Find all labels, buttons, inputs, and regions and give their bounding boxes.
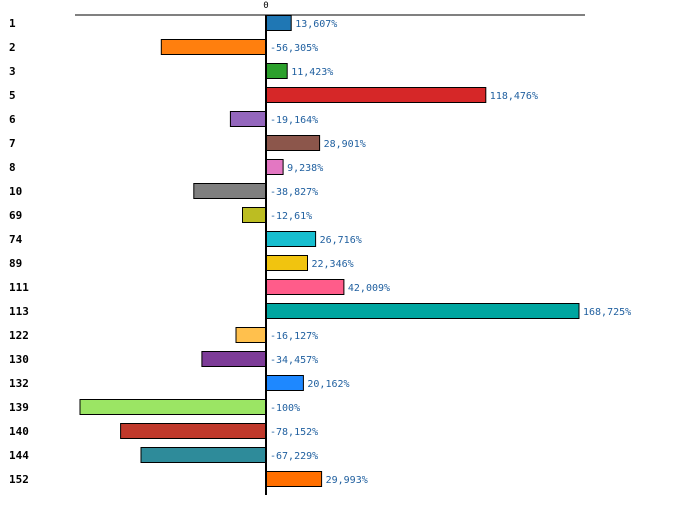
value-label: -78,152%: [270, 427, 318, 438]
bar: [160, 39, 267, 55]
value-label: -56,305%: [270, 43, 318, 54]
bar: [265, 15, 292, 31]
bar: [265, 303, 580, 319]
value-label: -38,827%: [270, 187, 318, 198]
bar: [265, 279, 345, 295]
bar: [229, 111, 267, 127]
value-label: 11,423%: [291, 67, 333, 78]
category-label: 113: [9, 305, 29, 318]
bar: [235, 327, 267, 343]
bars-group: 1 13,607% 2 -56,305% 3 11,423% 5 118,476% 6 -19,1…: [9, 15, 631, 487]
category-label: 8: [9, 161, 16, 174]
value-label: 22,346%: [312, 259, 354, 270]
zero-tick-label: 0: [263, 1, 268, 11]
category-label: 10: [9, 185, 22, 198]
category-label: 1: [9, 17, 16, 30]
category-label: 6: [9, 113, 16, 126]
category-label: 140: [9, 425, 29, 438]
bar: [265, 375, 304, 391]
bar: [193, 183, 267, 199]
value-label: 29,993%: [326, 475, 368, 486]
value-label: -16,127%: [270, 331, 318, 342]
category-label: 3: [9, 65, 16, 78]
bar: [120, 423, 267, 439]
value-label: -34,457%: [270, 355, 318, 366]
bar: [140, 447, 267, 463]
category-label: 122: [9, 329, 29, 342]
bar: [79, 399, 267, 415]
value-label: 42,009%: [348, 283, 390, 294]
category-label: 132: [9, 377, 29, 390]
category-label: 152: [9, 473, 29, 486]
bar: [265, 159, 284, 175]
category-label: 89: [9, 257, 22, 270]
bar: [265, 87, 487, 103]
category-label: 144: [9, 449, 29, 462]
category-label: 2: [9, 41, 16, 54]
value-label: 20,162%: [307, 379, 349, 390]
value-label: -100%: [270, 403, 300, 414]
bar: [265, 471, 323, 487]
bar: [265, 231, 317, 247]
category-label: 139: [9, 401, 29, 414]
value-label: 26,716%: [320, 235, 362, 246]
value-label: 28,901%: [324, 139, 366, 150]
bar: [265, 135, 321, 151]
bar: [242, 207, 267, 223]
value-label: -19,164%: [270, 115, 318, 126]
value-label: 168,725%: [583, 307, 631, 318]
bar: [265, 255, 308, 271]
value-label: -12,61%: [270, 211, 312, 222]
value-label: 118,476%: [490, 91, 538, 102]
category-label: 7: [9, 137, 16, 150]
category-label: 69: [9, 209, 22, 222]
bar: [265, 63, 288, 79]
bar: [201, 351, 267, 367]
category-label: 111: [9, 281, 29, 294]
value-label: 9,238%: [287, 163, 323, 174]
value-label: 13,607%: [295, 19, 337, 30]
value-label: -67,229%: [270, 451, 318, 462]
category-label: 74: [9, 233, 23, 246]
category-label: 130: [9, 353, 29, 366]
category-label: 5: [9, 89, 16, 102]
